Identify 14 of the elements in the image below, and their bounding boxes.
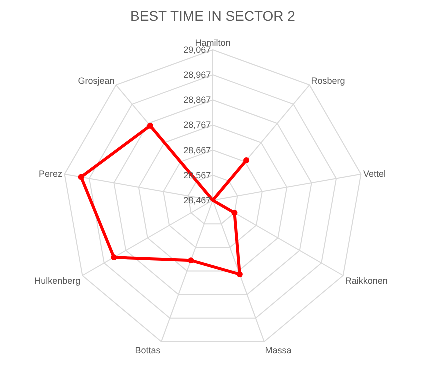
spoke-label: Massa: [265, 346, 292, 356]
y-tick-label: 28,467: [184, 195, 212, 206]
y-tick-label: 28,867: [184, 95, 212, 106]
spoke-label: Bottas: [135, 346, 162, 356]
y-tick-label: 28,767: [184, 120, 212, 130]
spoke-label: Vettel: [363, 168, 386, 179]
spoke-label: Rosberg: [311, 76, 346, 86]
chart-title: BEST TIME IN SECTOR 2: [130, 8, 296, 24]
spoke-label: Grosjean: [78, 76, 115, 86]
spoke-label: Perez: [39, 168, 64, 179]
y-tick-label: 28,667: [184, 145, 212, 156]
spoke-label: Hulkenberg: [34, 276, 81, 286]
spoke-label: Raikkonen: [345, 276, 388, 286]
y-tick-label: 28,967: [184, 70, 212, 80]
